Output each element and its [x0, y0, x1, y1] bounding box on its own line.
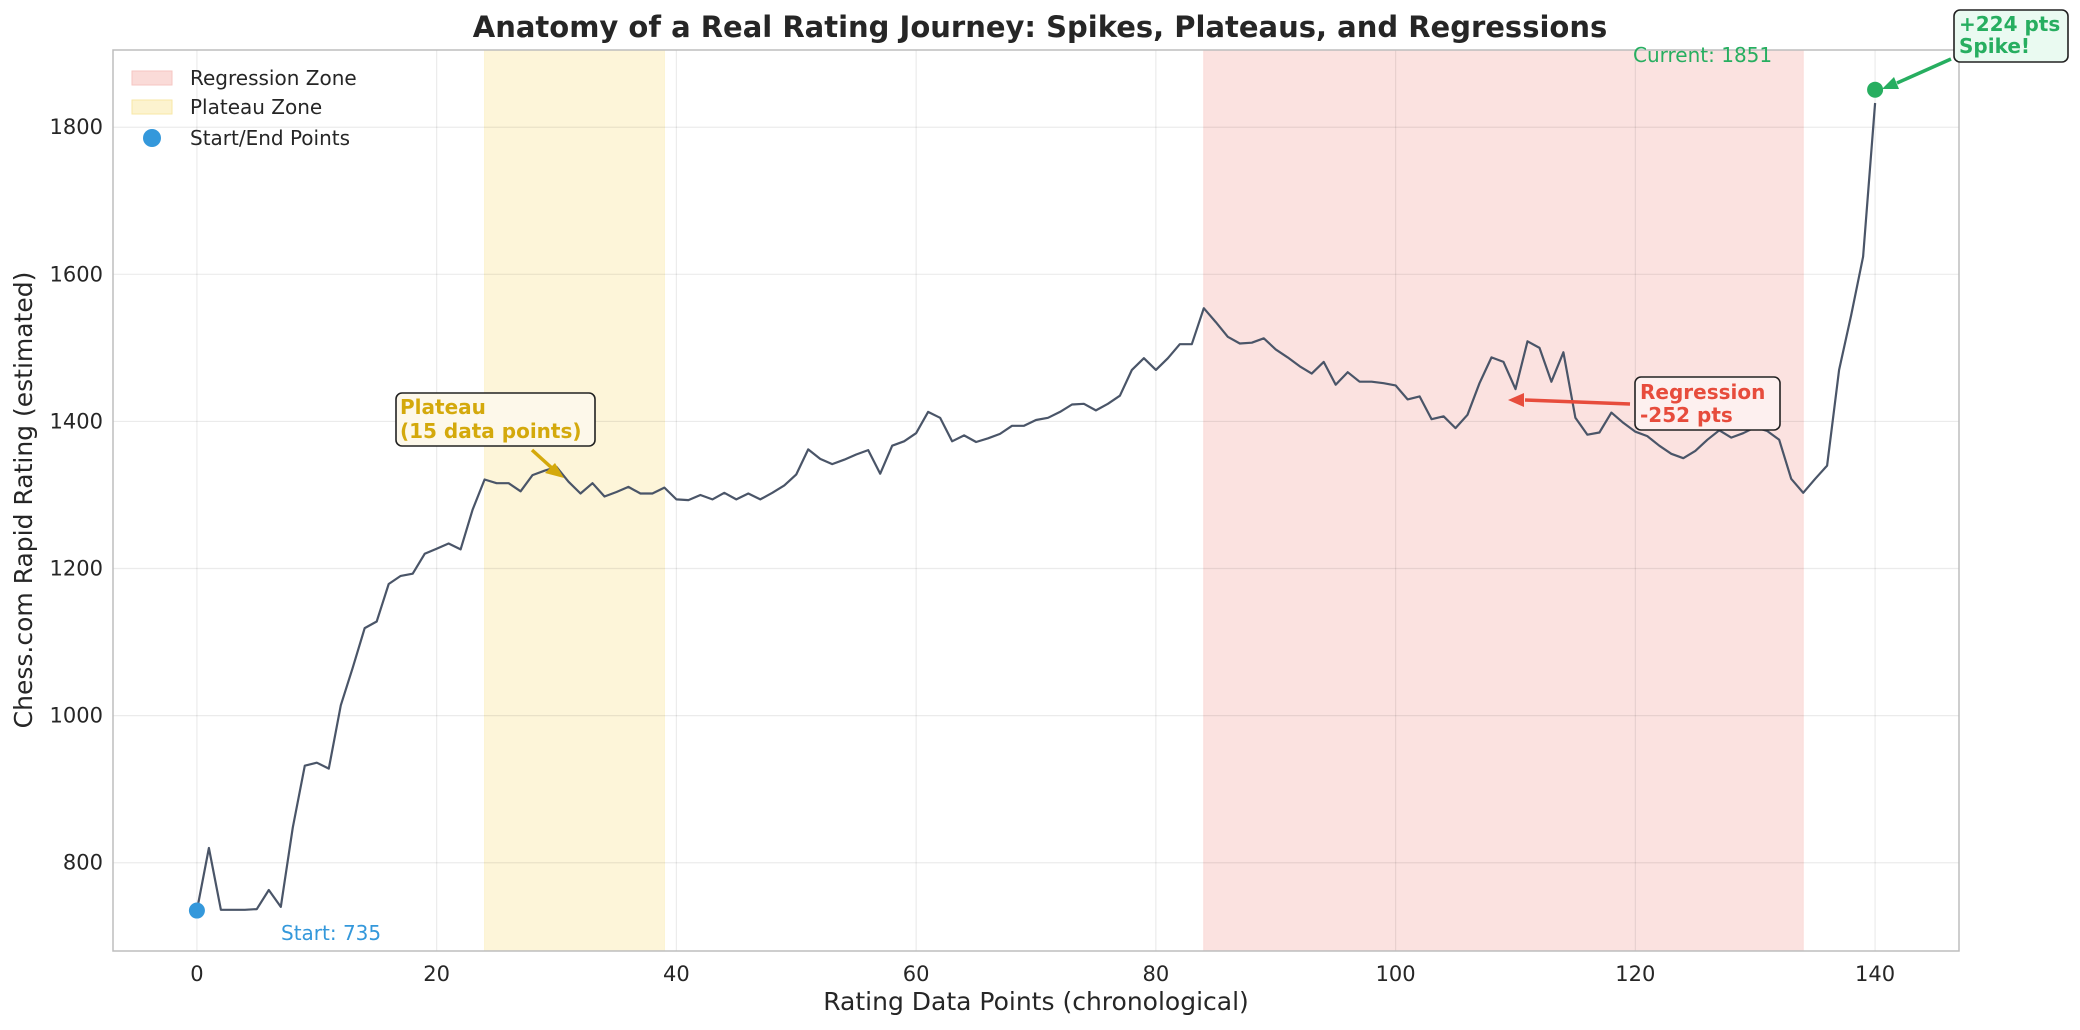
plateau-arrow-shaft [530, 448, 555, 471]
legend-marker-start-end [143, 129, 161, 147]
plateau-annotation-title: Plateau [400, 395, 486, 419]
end-point-marker [1867, 81, 1884, 98]
x-tick-label: 60 [903, 962, 930, 986]
chart-title: Anatomy of a Real Rating Journey: Spikes… [473, 10, 1607, 44]
spike-annotation-box [1953, 9, 2069, 63]
rating-series-line [195, 102, 1877, 911]
spike-arrow-shaft [1896, 57, 1952, 85]
spike-arrow-head [1882, 77, 1899, 89]
x-tick-label: 80 [1143, 962, 1170, 986]
regression-annotation-box [1634, 376, 1781, 431]
plateau-annotation-detail: (15 data points) [400, 419, 582, 443]
x-tick-labels: 0 20 40 60 80 100 120 140 [190, 962, 1895, 986]
y-tick-label: 1000 [50, 704, 103, 728]
y-tick-label: 1200 [50, 557, 103, 581]
x-tick-label: 120 [1615, 962, 1655, 986]
plateau-arrow-head [545, 463, 564, 478]
y-tick-label: 1600 [50, 262, 103, 286]
legend-swatch-plateau [131, 99, 173, 115]
start-annotation: Start: 735 [281, 921, 381, 945]
start-point-marker [188, 902, 205, 919]
current-annotation: Current: 1851 [1633, 43, 1772, 67]
x-tick-label: 20 [423, 962, 450, 986]
x-tick-label: 140 [1855, 962, 1895, 986]
regression-annotation-title: Regression [1640, 380, 1765, 404]
legend-label-start-end: Start/End Points [190, 126, 350, 150]
span-regression-zone [1203, 49, 1804, 952]
plot-frame [112, 49, 1960, 952]
regression-arrow-shaft [1524, 398, 1631, 406]
x-tick-label: 0 [190, 962, 203, 986]
x-axis-label: Rating Data Points (chronological) [823, 987, 1249, 1016]
y-tick-label: 800 [63, 851, 103, 875]
x-tick-label: 100 [1376, 962, 1416, 986]
legend-label-regression: Regression Zone [190, 66, 357, 90]
zone-spans [484, 49, 1804, 952]
x-tick-label: 40 [663, 962, 690, 986]
regression-annotation-detail: -252 pts [1640, 403, 1733, 427]
y-axis-label: Chess.com Rapid Rating (estimated) [9, 272, 38, 729]
legend: Regression Zone Plateau Zone Start/End P… [131, 66, 357, 150]
spike-annotation-title: +224 pts [1959, 12, 2060, 36]
plateau-annotation-box [395, 392, 596, 447]
y-tick-labels: 800 1000 1200 1400 1600 1800 [50, 115, 103, 875]
span-plateau-zone [484, 49, 665, 952]
spike-annotation-detail: Spike! [1959, 34, 2030, 58]
y-tick-label: 1800 [50, 115, 103, 139]
y-tick-label: 1400 [50, 409, 103, 433]
legend-label-plateau: Plateau Zone [190, 95, 322, 119]
regression-arrow-head [1508, 393, 1524, 407]
legend-swatch-regression [131, 70, 173, 86]
start-end-markers [188, 81, 1884, 919]
